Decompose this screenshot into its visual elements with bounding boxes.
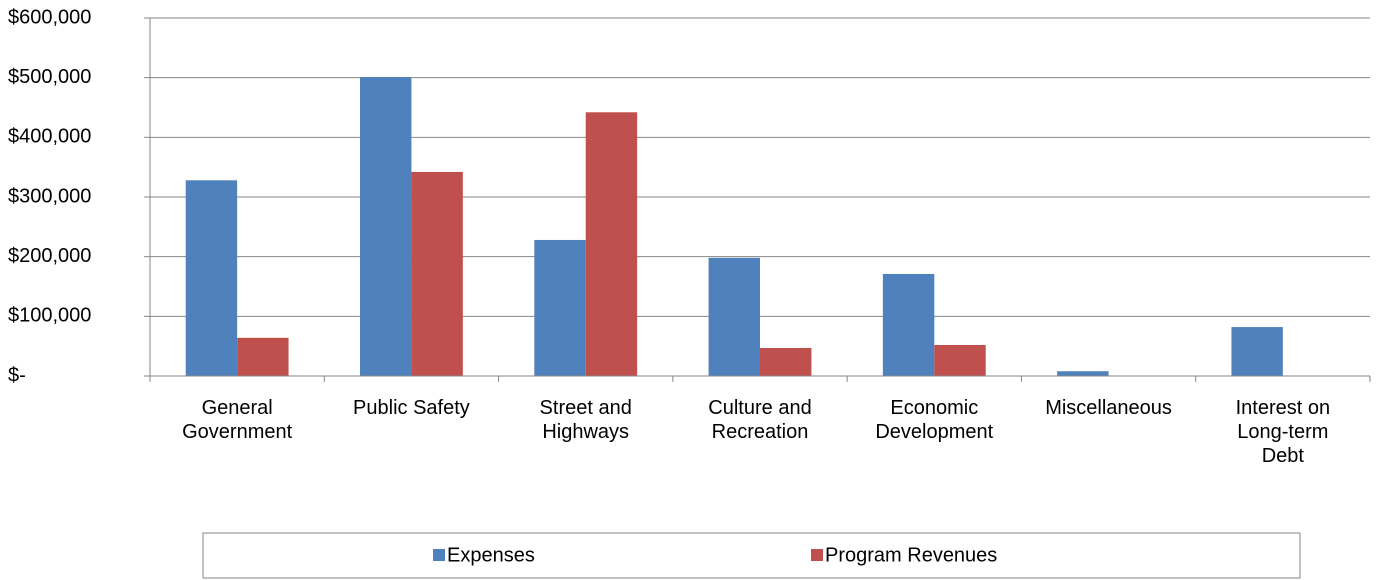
bar <box>882 273 935 376</box>
bar <box>934 344 986 376</box>
bar <box>585 112 638 377</box>
legend-box <box>202 532 1301 579</box>
y-tick-label: $- <box>8 364 26 386</box>
legend-swatch <box>811 549 823 561</box>
x-tick-label: Public Safety <box>353 397 470 419</box>
bar <box>411 171 463 376</box>
bar <box>237 337 289 376</box>
bar <box>360 77 412 376</box>
x-tick-label: Culture and Recreation <box>708 397 812 443</box>
legend-label: Expenses <box>447 544 535 566</box>
bar <box>185 180 238 376</box>
bar <box>760 347 812 376</box>
y-tick-label: $100,000 <box>8 305 91 327</box>
x-tick-label: Miscellaneous <box>1045 397 1172 419</box>
x-tick-label: Interest on Long-term Debt <box>1235 397 1331 467</box>
y-tick-label: $600,000 <box>8 6 91 28</box>
y-tick-label: $500,000 <box>8 66 91 88</box>
y-tick-label: $200,000 <box>8 245 91 267</box>
legend-swatch <box>433 549 445 561</box>
bar <box>534 239 586 376</box>
x-tick-label: General Government <box>182 397 293 443</box>
y-tick-label: $400,000 <box>8 126 91 148</box>
bar <box>1231 327 1283 376</box>
legend-label: Program Revenues <box>825 544 997 566</box>
x-tick-label: Economic Development <box>875 397 994 443</box>
x-tick-label: Street and Highways <box>539 397 632 443</box>
y-tick-label: $300,000 <box>8 185 91 207</box>
bar <box>708 257 760 376</box>
bar <box>1057 371 1109 376</box>
